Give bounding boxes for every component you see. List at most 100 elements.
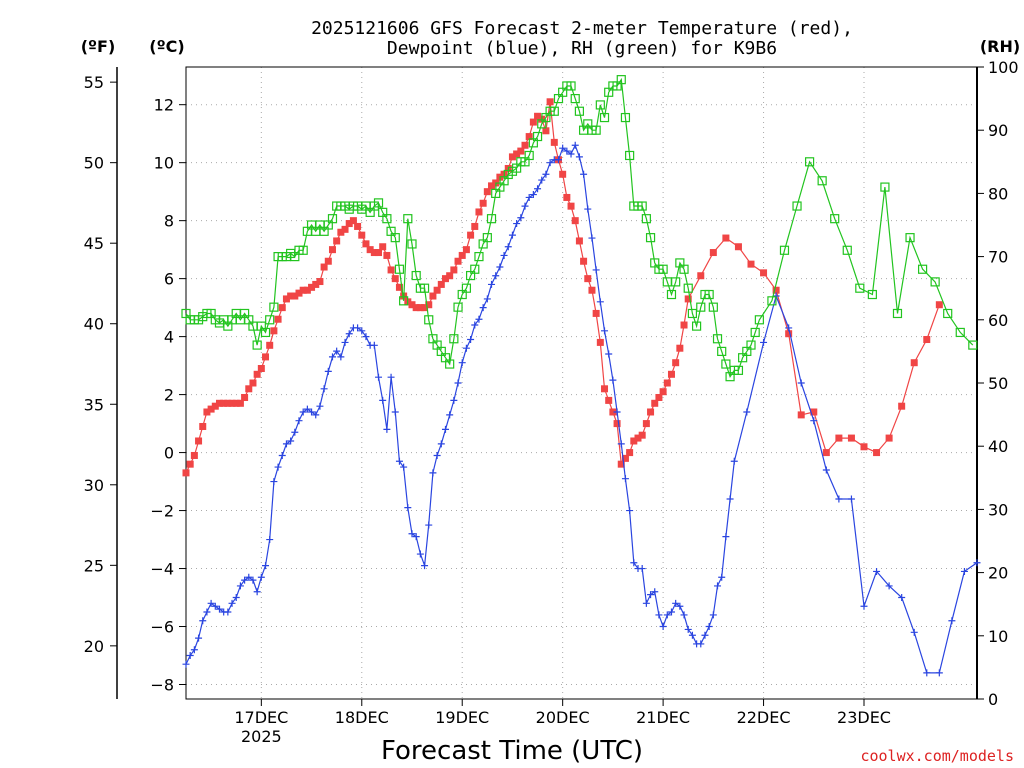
dewpoint-point (379, 396, 387, 404)
dewpoint-point (621, 475, 629, 483)
dewpoint-point (475, 315, 483, 323)
celsius-tick-label: −6 (150, 618, 174, 637)
temperature-point (684, 295, 692, 303)
rh-point (616, 75, 626, 85)
temperature-point (567, 202, 575, 210)
temperature-point (333, 237, 341, 245)
rh-point (620, 112, 631, 123)
rh-point (327, 214, 338, 224)
temperature-point (647, 408, 655, 416)
rh-point (930, 277, 940, 287)
dewpoint-point (496, 263, 504, 271)
dewpoint-point (592, 266, 600, 274)
dewpoint-point (647, 591, 655, 599)
dewpoint-point (667, 608, 675, 616)
dewpoint-point (797, 379, 805, 387)
rh-point (704, 289, 714, 300)
temperature-point (860, 443, 868, 451)
temperature-point (651, 399, 659, 407)
credit-link[interactable]: coolwx.com/models (860, 747, 1014, 765)
dewpoint-point (651, 588, 659, 596)
temperature-point (262, 353, 270, 361)
temperature-point (722, 234, 730, 242)
dewpoint-point (404, 504, 412, 512)
dewpoint-point (743, 408, 751, 416)
rh-point (549, 106, 559, 116)
rh-point (767, 296, 777, 306)
dewpoint-point (567, 150, 575, 158)
dewpoint-point (274, 463, 282, 471)
rh-tick-label: 90 (988, 121, 1008, 140)
temperature-point (203, 408, 211, 416)
rh-point (382, 214, 392, 224)
fahrenheit-tick-label: 55 (84, 73, 104, 92)
dewpoint-point (437, 440, 445, 448)
temperature-point (847, 434, 855, 442)
dewpoint-point (521, 202, 529, 210)
dewpoint-point (508, 231, 516, 239)
rh-point (260, 327, 271, 338)
dewpoint-point (948, 617, 956, 625)
celsius-tick-label: 6 (164, 270, 174, 289)
fahrenheit-tick-label: 20 (84, 637, 104, 656)
dewpoint-point (257, 573, 265, 581)
dewpoint-point (500, 251, 508, 259)
temperature-point (379, 243, 387, 251)
rh-point (595, 100, 605, 110)
rh-point (683, 283, 693, 293)
rh-point (792, 201, 802, 211)
rh-point (461, 283, 472, 293)
temperature-point (312, 280, 320, 288)
temperature-point (257, 365, 265, 373)
temperature-point (462, 246, 470, 254)
rh-point (407, 239, 417, 249)
temperature-point (534, 112, 542, 120)
temperature-point (416, 304, 424, 312)
axes: −8−6−4−202468101220253035404550550102030… (84, 58, 1019, 746)
fahrenheit-tick-label: 35 (84, 395, 104, 414)
temperature-point (241, 393, 249, 401)
dewpoint-point (504, 243, 512, 251)
dewpoint-point (822, 466, 830, 474)
dewpoint-point (446, 411, 454, 419)
dewpoint-point (441, 425, 449, 433)
rh-point (269, 302, 279, 312)
rh-line (185, 77, 974, 379)
temperature-point (617, 460, 625, 468)
rh-point (419, 283, 430, 293)
dewpoint-point (299, 408, 307, 416)
dewpoint-series (182, 141, 981, 677)
temperature-point (667, 370, 675, 378)
temperature-point (605, 396, 613, 404)
dewpoint-point (492, 272, 500, 280)
dewpoint-point (860, 602, 868, 610)
temperature-point (910, 359, 918, 367)
rh-point (445, 359, 455, 369)
temperature-point (287, 292, 295, 300)
rh-point (470, 264, 480, 274)
dewpoint-point (215, 605, 223, 613)
data-series (181, 75, 981, 677)
rh-point (625, 150, 635, 161)
dewpoint-point (295, 417, 303, 425)
x-tick-label: 17DEC (234, 708, 288, 727)
temperature-point (797, 411, 805, 419)
dewpoint-point (584, 205, 592, 213)
dewpoint-point (199, 617, 207, 625)
rh-point (717, 346, 727, 356)
temperature-point (575, 237, 583, 245)
rh-point (867, 289, 877, 300)
rh-series (181, 75, 978, 382)
temperature-point (785, 330, 793, 338)
rh-point (842, 245, 852, 255)
temperature-point (676, 344, 684, 352)
rh-point (804, 157, 815, 167)
dewpoint-point (207, 599, 215, 607)
temperature-point (295, 289, 303, 297)
celsius-tick-label: 2 (164, 386, 174, 405)
temperature-point (308, 283, 316, 291)
rh-point (880, 182, 890, 192)
dewpoint-point (454, 379, 462, 387)
x-tick-label: 21DEC (636, 708, 690, 727)
temperature-point (898, 402, 906, 410)
